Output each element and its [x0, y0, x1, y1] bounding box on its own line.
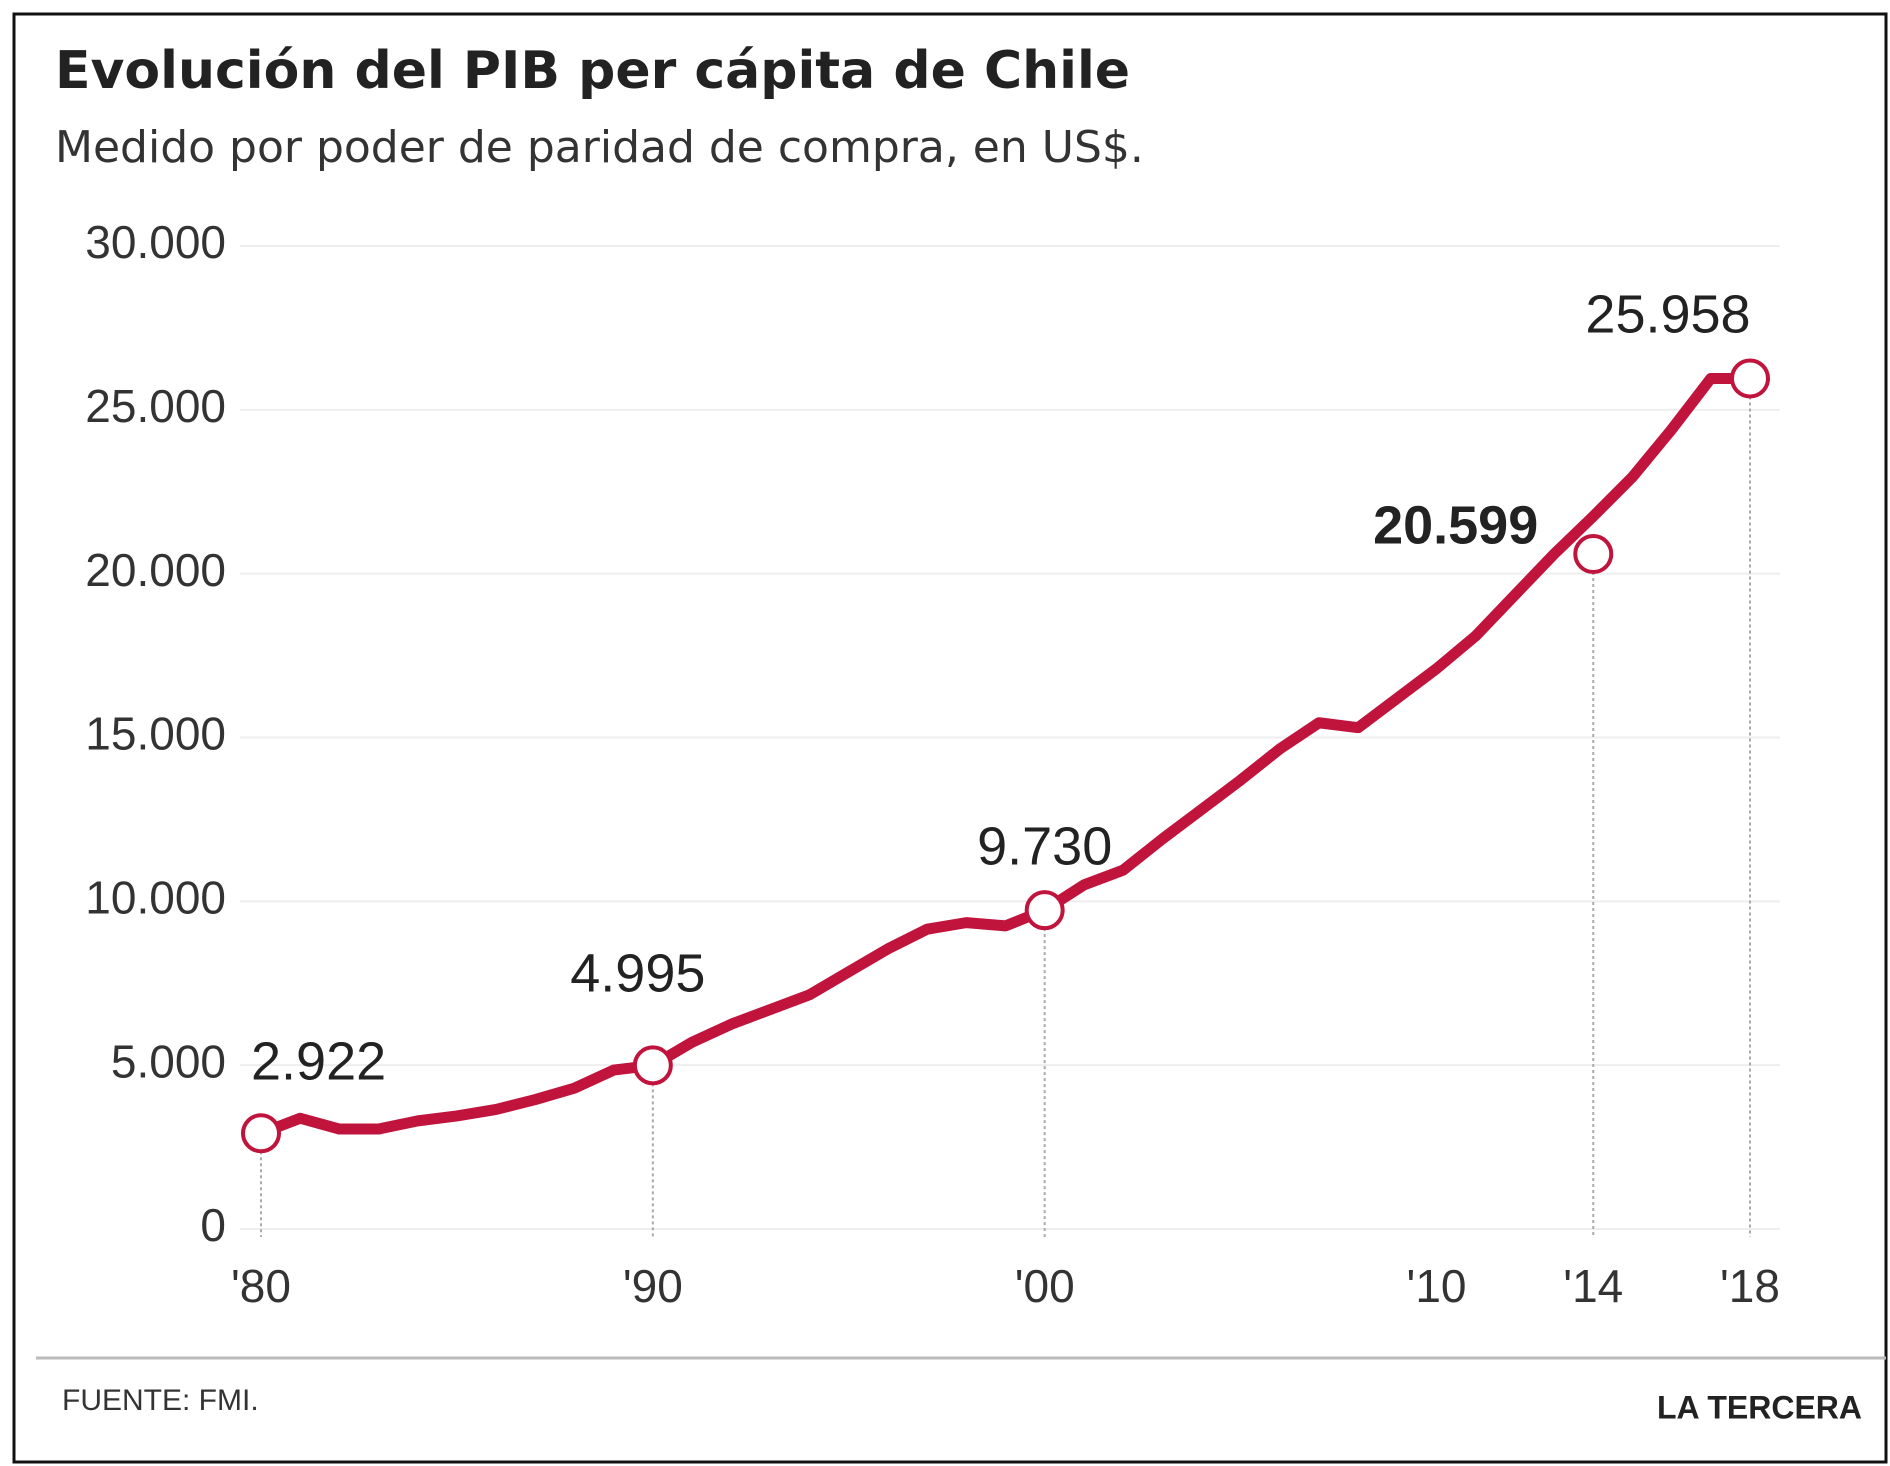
x-tick-label: '18	[1720, 1260, 1780, 1312]
publisher: LA TERCERA	[1657, 1389, 1862, 1425]
x-tick-label: '00	[1015, 1260, 1075, 1312]
source: FUENTE: FMI.	[62, 1384, 259, 1417]
point-marker	[1730, 358, 1770, 399]
y-tick-label: 30.000	[85, 216, 226, 268]
point-marker	[1024, 890, 1065, 931]
data-label: 25.958	[1585, 285, 1750, 345]
chart-subtitle: Medido por poder de paridad de compra, e…	[55, 122, 1144, 173]
data-label: 4.995	[570, 944, 705, 1004]
data-label: 9.730	[977, 816, 1112, 876]
y-tick-label: 25.000	[85, 380, 226, 432]
y-tick-label: 5.000	[111, 1035, 226, 1087]
data-label: 20.599	[1373, 495, 1538, 555]
frame	[12, 12, 1888, 1464]
y-tick-label: 20.000	[85, 544, 226, 596]
y-tick-label: 10.000	[85, 871, 226, 923]
x-tick-label: '14	[1563, 1260, 1623, 1312]
series-line	[255, 372, 1756, 1139]
point-marker	[241, 1113, 281, 1154]
chart-title: Evolución del PIB per cápita de Chile	[55, 41, 1130, 101]
x-tick-label: '80	[231, 1260, 291, 1312]
point-marker	[632, 1045, 673, 1086]
point-marker	[1573, 534, 1614, 575]
y-tick-label: 0	[200, 1199, 226, 1251]
x-tick-label: '10	[1407, 1260, 1467, 1312]
x-tick-label: '90	[623, 1260, 683, 1312]
data-label: 2.922	[251, 1032, 386, 1092]
y-tick-label: 15.000	[85, 708, 226, 760]
